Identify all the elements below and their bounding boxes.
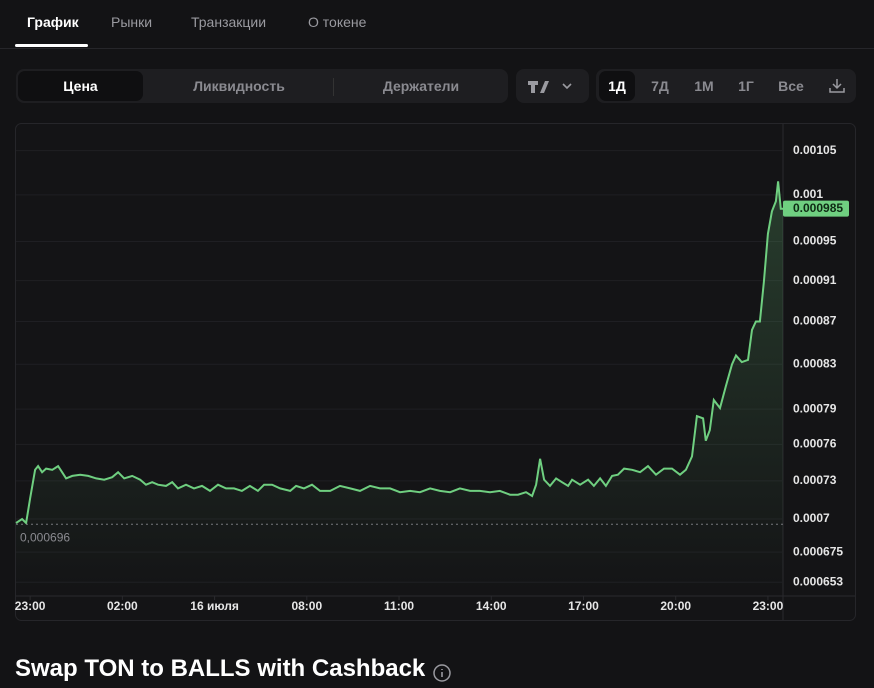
- x-tick-label: 16 июля: [190, 599, 239, 613]
- x-tick-label: 23:00: [753, 599, 784, 613]
- x-tick-label: 14:00: [476, 599, 507, 613]
- tab[interactable]: Рынки: [111, 14, 153, 30]
- mode-button[interactable]: Ликвидность: [193, 78, 285, 94]
- mode-button[interactable]: Цена: [63, 78, 98, 94]
- period-button[interactable]: 1М: [694, 78, 714, 94]
- y-tick-label: 0.00105: [793, 143, 837, 157]
- y-tick-label: 0.001: [793, 187, 823, 201]
- y-tick-label: 0.00095: [793, 234, 837, 248]
- period-switch: [596, 69, 856, 103]
- price-tag: [783, 200, 849, 217]
- y-tick-label: 0.00091: [793, 273, 837, 287]
- y-tick-label: 0.00079: [793, 401, 837, 415]
- y-tick-label: 0.00073: [793, 473, 837, 487]
- chart-type-dropdown[interactable]: [516, 69, 589, 103]
- period-button[interactable]: Все: [778, 78, 804, 94]
- y-tick-label: 0.000653: [793, 574, 843, 588]
- mode-selected: [18, 71, 143, 101]
- x-tick-label: 17:00: [568, 599, 599, 613]
- divider: [0, 48, 874, 49]
- min-price-label: 0,000696: [20, 530, 70, 544]
- info-icon[interactable]: [432, 663, 452, 683]
- y-tick-label: 0.000675: [793, 544, 843, 558]
- download-icon[interactable]: [826, 76, 848, 96]
- x-tick-label: 23:00: [15, 599, 46, 613]
- price-line: [15, 181, 783, 526]
- tab[interactable]: График: [27, 14, 79, 30]
- tab[interactable]: О токене: [308, 14, 367, 30]
- period-selected: [599, 71, 635, 101]
- tab-underline: [15, 44, 88, 47]
- x-tick-label: 11:00: [384, 599, 414, 613]
- mode-button[interactable]: Держатели: [382, 78, 460, 94]
- period-button[interactable]: 1Д: [608, 78, 626, 94]
- y-tick-label: 0.0007: [793, 511, 830, 525]
- chart: 0.00105 0.001 0.00095 0.00091 0.00087 0.00083…: [15, 123, 856, 621]
- tab[interactable]: Транзакции: [191, 14, 267, 30]
- separator: [333, 78, 334, 96]
- price-area: [16, 181, 783, 592]
- period-button[interactable]: 1Г: [738, 78, 754, 94]
- y-tick-label: 0.00087: [793, 314, 837, 328]
- y-tick-label: 0.00076: [793, 436, 837, 450]
- price-tag-label: 0.000985: [793, 201, 843, 215]
- chart-type-icon: [528, 81, 572, 93]
- heading: Swap TON to BALLS with Cashback: [15, 655, 426, 682]
- y-tick-label: 0.00083: [793, 356, 837, 370]
- period-button[interactable]: 7Д: [651, 78, 669, 94]
- x-tick-label: 08:00: [291, 599, 322, 613]
- x-tick-label: 20:00: [660, 599, 691, 613]
- x-tick-label: 02:00: [107, 599, 138, 613]
